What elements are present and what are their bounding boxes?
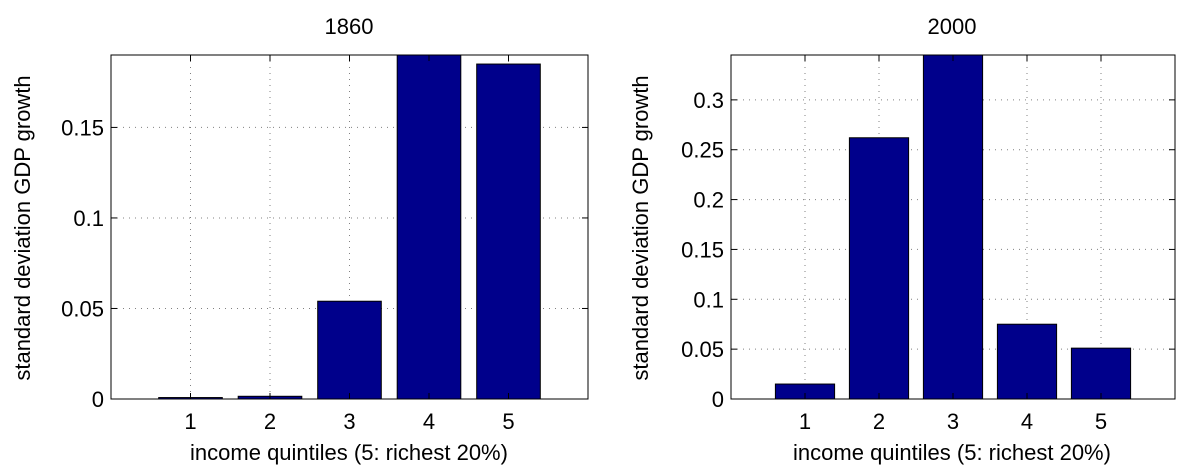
axes: 0 0.05 0.1 0.15 0.2 0.25 0.3 1 2 3 4 5 bbox=[681, 54, 1176, 434]
bars bbox=[158, 54, 541, 400]
x-tick-label: 3 bbox=[947, 409, 959, 434]
x-tick-label: 4 bbox=[1021, 409, 1033, 434]
x-axis-label: income quintiles (5: richest 20%) bbox=[190, 440, 508, 465]
x-axis-label: income quintiles (5: richest 20%) bbox=[793, 440, 1111, 465]
bar-2 bbox=[848, 137, 910, 400]
y-axis-label: standard deviation GDP growth bbox=[10, 75, 35, 380]
bar-5 bbox=[1070, 347, 1132, 400]
bar-5 bbox=[476, 63, 541, 400]
chart-1860: 1860 income quintiles (5: richest 20%) s… bbox=[10, 14, 589, 465]
axes-box bbox=[730, 54, 1176, 400]
x-tick-label: 1 bbox=[184, 409, 196, 434]
y-tick-label: 0.05 bbox=[681, 337, 724, 362]
y-tick-label: 0 bbox=[92, 387, 104, 412]
x-tick-label: 3 bbox=[343, 409, 355, 434]
x-tick-label: 5 bbox=[502, 409, 514, 434]
y-tick-label: 0.1 bbox=[73, 206, 104, 231]
chart-title: 2000 bbox=[928, 14, 977, 39]
x-tick-label: 2 bbox=[264, 409, 276, 434]
y-tick-label: 0.1 bbox=[693, 287, 724, 312]
axes-box bbox=[110, 54, 589, 400]
y-tick-label: 0.25 bbox=[681, 138, 724, 163]
y-tick-label: 0.3 bbox=[693, 88, 724, 113]
axes: 0 0.05 0.1 0.15 1 2 3 4 5 bbox=[61, 54, 589, 434]
x-tick-label: 5 bbox=[1095, 409, 1107, 434]
y-tick-label: 0 bbox=[712, 387, 724, 412]
bars bbox=[774, 54, 1132, 400]
bar-3 bbox=[317, 300, 382, 400]
y-tick-label: 0.2 bbox=[693, 188, 724, 213]
x-tick-label: 2 bbox=[873, 409, 885, 434]
y-tick-label: 0.05 bbox=[61, 296, 104, 321]
chart-title: 1860 bbox=[325, 14, 374, 39]
chart-2000: 2000 income quintiles (5: richest 20%) s… bbox=[628, 14, 1176, 465]
y-tick-label: 0.15 bbox=[61, 115, 104, 140]
y-tick-label: 0.15 bbox=[681, 237, 724, 262]
x-tick-label: 1 bbox=[799, 409, 811, 434]
bar-4 bbox=[996, 323, 1058, 400]
bar-4 bbox=[396, 54, 462, 400]
y-axis-label: standard deviation GDP growth bbox=[628, 75, 653, 380]
bar-3 bbox=[922, 54, 984, 400]
x-tick-label: 4 bbox=[423, 409, 435, 434]
